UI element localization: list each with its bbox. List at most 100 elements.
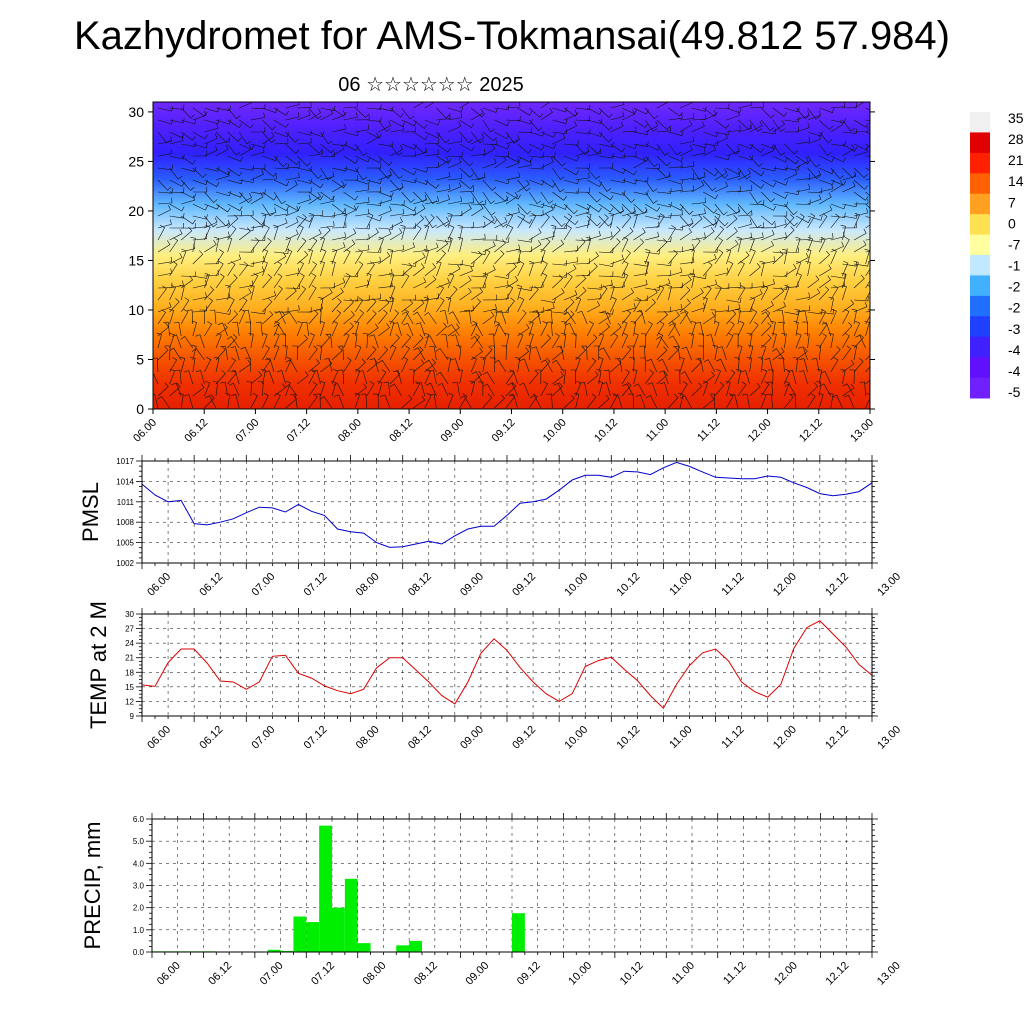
wind-barb	[330, 260, 336, 277]
wind-barb	[192, 279, 207, 289]
wind-barb	[575, 346, 586, 361]
wind-barb	[163, 321, 170, 337]
wind-barb	[633, 261, 649, 267]
wind-barb	[273, 320, 280, 337]
wind-barb	[378, 205, 392, 217]
wind-barb	[691, 232, 706, 241]
wind-barb	[828, 393, 834, 409]
wind-barb	[282, 345, 288, 361]
wind-barb	[157, 309, 167, 325]
wind-barb	[865, 354, 870, 361]
wind-barb	[561, 321, 567, 337]
wind-barb	[428, 369, 437, 385]
wind-barb	[494, 359, 507, 373]
wind-barb	[413, 119, 428, 129]
wind-barb	[736, 236, 742, 253]
wind-barb	[354, 309, 365, 325]
y-tick-label: 3.0	[133, 882, 145, 891]
wind-barb	[610, 333, 619, 349]
wind-barb	[575, 274, 587, 289]
precip-bar	[293, 916, 307, 952]
x-tick-label: 08.00	[354, 571, 382, 599]
wind-barb	[471, 347, 483, 361]
wind-barb	[656, 188, 672, 194]
wind-barb	[436, 184, 451, 193]
wind-barb	[644, 321, 653, 337]
wind-barb	[784, 107, 800, 113]
wind-barb	[737, 219, 752, 229]
wind-barb	[807, 194, 822, 205]
colorbar-label: 28	[1008, 131, 1024, 147]
wind-barb	[777, 309, 785, 325]
wind-barb	[784, 116, 800, 123]
wind-barb	[546, 309, 553, 325]
wind-barb	[227, 225, 237, 241]
wind-barb	[770, 321, 776, 337]
wind-barb	[587, 118, 603, 124]
wind-barb	[477, 381, 484, 397]
wind-barb	[714, 381, 725, 397]
wind-barb	[793, 321, 799, 337]
wind-barb	[726, 186, 741, 193]
wind-barb	[535, 369, 542, 384]
wind-barb	[250, 273, 259, 289]
wind-barb	[608, 212, 614, 229]
wind-barb	[515, 249, 522, 265]
wind-barb	[378, 169, 392, 181]
wind-barb	[308, 192, 321, 205]
wind-barb	[273, 203, 289, 212]
wind-barb	[575, 235, 591, 242]
wind-barb	[435, 348, 449, 361]
wind-barb	[180, 336, 194, 349]
wind-barb	[401, 223, 416, 229]
wind-barb	[726, 227, 738, 241]
wind-barb	[285, 359, 298, 373]
x-tick-label: 08.00	[361, 960, 389, 988]
wind-barb	[761, 300, 774, 313]
wind-barb	[563, 155, 580, 162]
wind-barb	[319, 260, 325, 277]
wind-barb	[204, 179, 220, 188]
wind-barb	[366, 310, 377, 325]
x-tick-label: 13.00	[848, 417, 876, 445]
wind-barb	[436, 131, 450, 144]
wind-barb	[587, 284, 602, 290]
wind-barb	[702, 261, 713, 277]
wind-barb	[830, 248, 837, 265]
wind-barb	[353, 320, 360, 337]
wind-barb	[215, 323, 228, 337]
wind-barb	[494, 215, 508, 228]
wind-barb	[818, 131, 833, 144]
wind-barb	[227, 261, 236, 277]
wind-barb	[215, 345, 226, 361]
wind-barb	[737, 261, 745, 277]
wind-barb	[714, 103, 730, 109]
wind-barb	[239, 280, 254, 289]
wind-barb	[354, 167, 368, 181]
wind-barb	[644, 179, 658, 193]
wind-barb	[761, 145, 775, 157]
wind-barb	[400, 224, 406, 241]
wind-barb	[621, 179, 638, 185]
colorbar-swatch	[970, 132, 990, 154]
wind-barb	[343, 102, 358, 109]
wind-barb	[760, 322, 772, 337]
wind-barb	[633, 295, 649, 301]
wind-barb	[819, 232, 834, 241]
wind-barb	[737, 123, 752, 133]
wind-barb	[401, 151, 416, 157]
wind-barb	[552, 167, 565, 180]
wind-barb	[552, 272, 568, 278]
wind-barb	[528, 332, 534, 349]
wind-barb	[714, 237, 724, 253]
wind-barb	[169, 104, 185, 110]
wind-barb	[424, 161, 440, 169]
wind-barb	[668, 113, 683, 121]
wind-barb	[447, 392, 454, 409]
x-tick-label: 11.00	[670, 960, 697, 987]
wind-barb	[413, 147, 428, 157]
wind-barb	[447, 173, 463, 181]
wind-barb	[830, 308, 837, 325]
wind-barb	[633, 297, 642, 313]
wind-barb	[540, 213, 550, 229]
